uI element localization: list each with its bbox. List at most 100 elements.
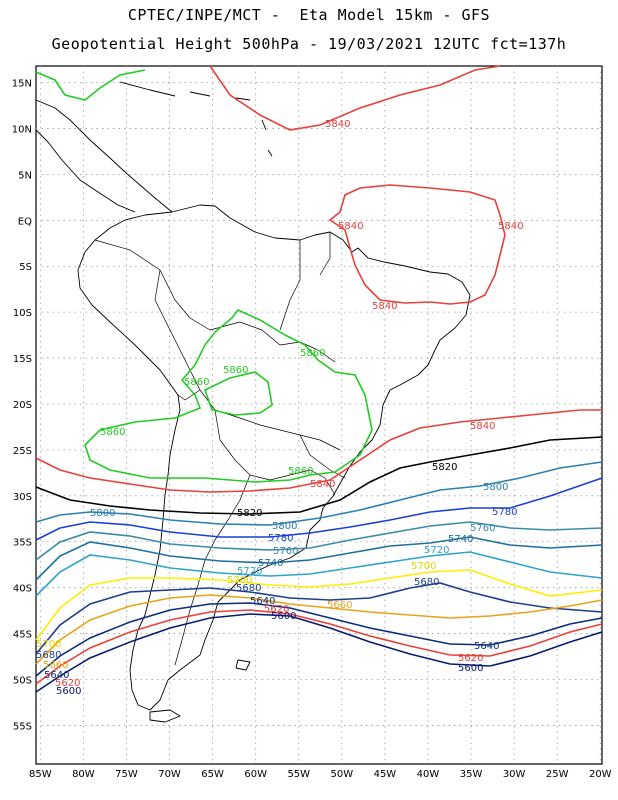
lon-tick-label: 65W bbox=[201, 769, 224, 780]
contour-5840-brazil bbox=[328, 184, 506, 305]
caribbean-islands bbox=[119, 81, 273, 157]
label-5860: 5860 bbox=[223, 365, 248, 376]
label-5840: 5840 bbox=[470, 421, 495, 432]
lat-tick-label: 35S bbox=[13, 538, 32, 549]
contour-5820 bbox=[35, 436, 603, 515]
label-5820: 5820 bbox=[432, 462, 457, 473]
label-5700: 5700 bbox=[227, 575, 252, 586]
label-5780: 5780 bbox=[492, 507, 517, 518]
lon-tick-label: 80W bbox=[72, 769, 95, 780]
lon-tick-label: 55W bbox=[287, 769, 310, 780]
contour-5840-south bbox=[35, 409, 602, 493]
falkland-islands bbox=[235, 659, 251, 671]
contour-5660 bbox=[35, 594, 603, 665]
contour-5860-interior bbox=[84, 309, 373, 483]
label-5740: 5740 bbox=[448, 534, 473, 545]
lon-tick-label: 20W bbox=[589, 769, 612, 780]
lat-tick-label: 5S bbox=[19, 262, 32, 273]
contour-5860-inner bbox=[204, 371, 273, 416]
lat-tick-label: 40S bbox=[13, 584, 32, 595]
label-5860: 5860 bbox=[300, 348, 325, 359]
lon-tick-label: 70W bbox=[158, 769, 181, 780]
label-5640: 5640 bbox=[44, 670, 69, 681]
label-5600: 5600 bbox=[271, 611, 296, 622]
contour-5760 bbox=[35, 521, 603, 561]
lon-tick-label: 25W bbox=[546, 769, 569, 780]
label-5840: 5840 bbox=[498, 221, 523, 232]
label-5660: 5660 bbox=[43, 660, 68, 671]
contour-5700 bbox=[35, 569, 603, 641]
label-5660: 5660 bbox=[327, 600, 352, 611]
lon-tick-label: 35W bbox=[460, 769, 483, 780]
label-5720: 5720 bbox=[237, 566, 262, 577]
label-5680: 5680 bbox=[236, 583, 261, 594]
south-america-coastline bbox=[77, 204, 471, 711]
lat-tick-label: 55S bbox=[13, 721, 32, 732]
label-5840: 5840 bbox=[310, 479, 335, 490]
contour-labels: 5840 5840 5840 5840 5840 5840 5860 5860 … bbox=[36, 119, 523, 697]
label-5620: 5620 bbox=[55, 678, 80, 689]
contour-5600 bbox=[35, 613, 603, 693]
label-5840: 5840 bbox=[372, 301, 397, 312]
label-5680: 5680 bbox=[36, 650, 61, 661]
label-5640: 5640 bbox=[474, 641, 499, 652]
lat-tick-label: 50S bbox=[13, 676, 32, 687]
map-title: CPTEC/INPE/MCT - Eta Model 15km - GFS bbox=[127, 6, 491, 24]
lat-tick-label: 10N bbox=[12, 124, 32, 135]
contour-5680 bbox=[35, 582, 603, 655]
central-america-coastline bbox=[35, 99, 173, 213]
lat-tick-label: 5N bbox=[18, 170, 32, 181]
label-5860: 5860 bbox=[184, 377, 209, 388]
lon-tick-label: 85W bbox=[29, 769, 52, 780]
label-5840: 5840 bbox=[325, 119, 350, 130]
map-subtitle: Geopotential Height 500hPa - 19/03/2021 … bbox=[51, 35, 567, 53]
label-5840: 5840 bbox=[338, 221, 363, 232]
lon-tick-label: 30W bbox=[503, 769, 526, 780]
label-5860: 5860 bbox=[100, 427, 125, 438]
label-5700: 5700 bbox=[411, 561, 436, 572]
contour-5860-north bbox=[35, 69, 146, 101]
label-5760: 5760 bbox=[273, 546, 298, 557]
lon-tick-label: 75W bbox=[115, 769, 138, 780]
lat-tick-label: EQ bbox=[18, 216, 32, 227]
coastlines bbox=[35, 81, 471, 723]
lat-tick-label: 30S bbox=[13, 492, 32, 503]
contour-lines bbox=[35, 65, 603, 693]
lon-tick-label: 45W bbox=[374, 769, 397, 780]
label-5800: 5800 bbox=[90, 508, 115, 519]
label-5640: 5640 bbox=[250, 596, 275, 607]
label-5740: 5740 bbox=[258, 558, 283, 569]
label-5780: 5780 bbox=[268, 533, 293, 544]
label-5760: 5760 bbox=[470, 523, 495, 534]
graticule bbox=[36, 66, 602, 764]
label-5800: 5800 bbox=[483, 482, 508, 493]
label-5600: 5600 bbox=[458, 663, 483, 674]
label-5620: 5620 bbox=[458, 653, 483, 664]
lon-tick-label: 40W bbox=[417, 769, 440, 780]
lon-tick-label: 60W bbox=[244, 769, 267, 780]
contour-5780 bbox=[35, 477, 603, 541]
lat-tick-label: 10S bbox=[13, 308, 32, 319]
lat-tick-label: 20S bbox=[13, 400, 32, 411]
contour-5720 bbox=[35, 551, 603, 597]
contour-5800 bbox=[35, 461, 603, 526]
label-5720: 5720 bbox=[424, 545, 449, 556]
label-5680: 5680 bbox=[414, 577, 439, 588]
label-5600: 5600 bbox=[56, 686, 81, 697]
label-5700: 5700 bbox=[36, 639, 61, 650]
contour-5840-north bbox=[209, 65, 501, 131]
lat-tick-label: 45S bbox=[13, 630, 32, 641]
label-5620: 5620 bbox=[264, 604, 289, 615]
label-5820: 5820 bbox=[237, 508, 262, 519]
contour-5620 bbox=[35, 609, 603, 685]
lat-tick-label: 25S bbox=[13, 446, 32, 457]
label-5800: 5800 bbox=[272, 521, 297, 532]
map-frame bbox=[35, 65, 603, 765]
lat-tick-label: 15S bbox=[13, 354, 32, 365]
axis-ticks: 85W 80W 75W 70W 65W 60W 55W 50W 45W 40W 35W 30W 25W 2… bbox=[12, 79, 612, 780]
contour-5740 bbox=[35, 536, 603, 581]
lon-tick-label: 50W bbox=[331, 769, 354, 780]
lat-tick-label: 15N bbox=[12, 79, 32, 90]
label-5860: 5860 bbox=[288, 466, 313, 477]
